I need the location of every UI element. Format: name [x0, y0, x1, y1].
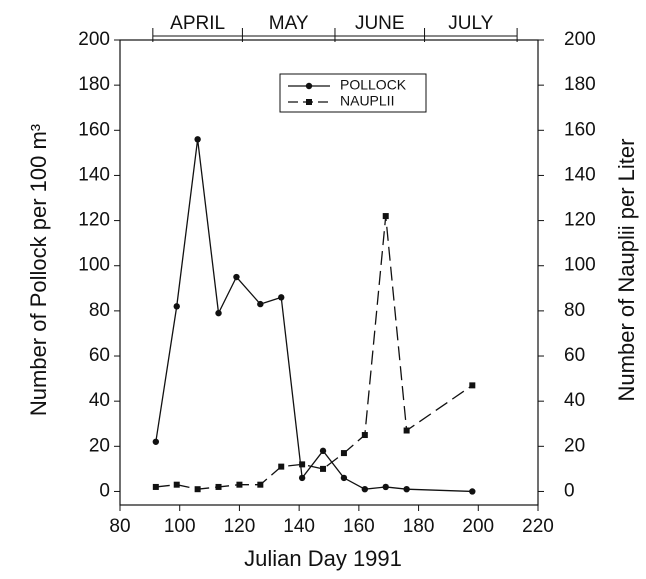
y-tick-label: 180: [78, 74, 110, 95]
data-point: [469, 488, 476, 495]
y2-tick-label: 20: [564, 435, 585, 456]
data-point: [469, 382, 476, 389]
x-tick-label: 120: [224, 516, 256, 537]
data-point: [173, 303, 180, 310]
y2-tick-label: 120: [564, 210, 596, 231]
x-tick-label: 200: [462, 516, 494, 537]
data-point: [215, 483, 222, 490]
y-tick-label: 100: [78, 255, 110, 276]
legend-box: [279, 73, 427, 113]
data-point: [152, 438, 160, 445]
y2-tick-label: 200: [564, 29, 596, 50]
data-point: [319, 447, 327, 455]
month-label: MAY: [269, 13, 309, 34]
data-point: [173, 481, 180, 488]
data-point: [194, 486, 201, 493]
x-tick-label: 180: [403, 516, 435, 537]
y2-tick-label: 40: [564, 390, 585, 411]
data-point: [152, 483, 159, 490]
data-point: [257, 300, 264, 308]
legend-label: NAUPLII: [340, 93, 394, 109]
data-point: [340, 450, 347, 457]
data-point: [299, 461, 306, 468]
y2-tick-label: 140: [564, 164, 596, 185]
x-tick-label: 220: [522, 516, 554, 537]
data-point: [361, 485, 369, 493]
y-axis-title: Number of Pollock per 100 m³: [26, 124, 51, 416]
y-tick-label: 80: [89, 300, 110, 321]
y-tick-label: 20: [89, 435, 110, 456]
y-tick-label: 60: [89, 345, 110, 366]
data-point: [233, 273, 240, 281]
data-point: [382, 483, 389, 491]
month-label: JUNE: [355, 13, 405, 34]
y2-tick-label: 80: [564, 300, 585, 321]
data-point: [257, 481, 264, 488]
data-point: [382, 213, 389, 220]
y2-tick-label: 100: [564, 255, 596, 276]
legend-marker: [305, 82, 313, 90]
series-line: [155, 216, 473, 490]
y-tick-label: 40: [89, 390, 110, 411]
y2-tick-label: 0: [564, 480, 575, 501]
data-point: [278, 294, 285, 301]
data-point: [361, 432, 368, 439]
x-tick-label: 100: [164, 516, 196, 537]
x-tick-label: 80: [109, 516, 130, 537]
x-axis-title: Julian Day 1991: [244, 546, 402, 571]
month-label: APRIL: [170, 13, 225, 34]
data-point: [236, 481, 243, 488]
y-tick-label: 120: [78, 210, 110, 231]
y-tick-label: 140: [78, 164, 110, 185]
plot-frame: [119, 39, 539, 506]
data-point: [340, 474, 348, 482]
legend-label: POLLOCK: [340, 77, 407, 93]
data-point: [278, 463, 285, 470]
y2-tick-label: 180: [564, 74, 596, 95]
legend-marker: [306, 99, 312, 105]
data-point: [320, 465, 327, 472]
data-point: [298, 474, 306, 482]
y2-tick-label: 60: [564, 345, 585, 366]
month-label: JULY: [448, 13, 493, 34]
data-point: [215, 309, 222, 317]
y-tick-label: 160: [78, 119, 110, 140]
data-point: [194, 136, 201, 143]
x-tick-label: 140: [283, 516, 315, 537]
y2-axis-title: Number of Nauplii per Liter: [614, 139, 639, 402]
y2-tick-label: 160: [564, 119, 596, 140]
data-point: [403, 427, 410, 434]
y-tick-label: 0: [99, 480, 110, 501]
series-line: [155, 139, 473, 493]
data-point: [403, 485, 410, 493]
x-tick-label: 160: [343, 516, 375, 537]
y-tick-label: 200: [78, 29, 110, 50]
